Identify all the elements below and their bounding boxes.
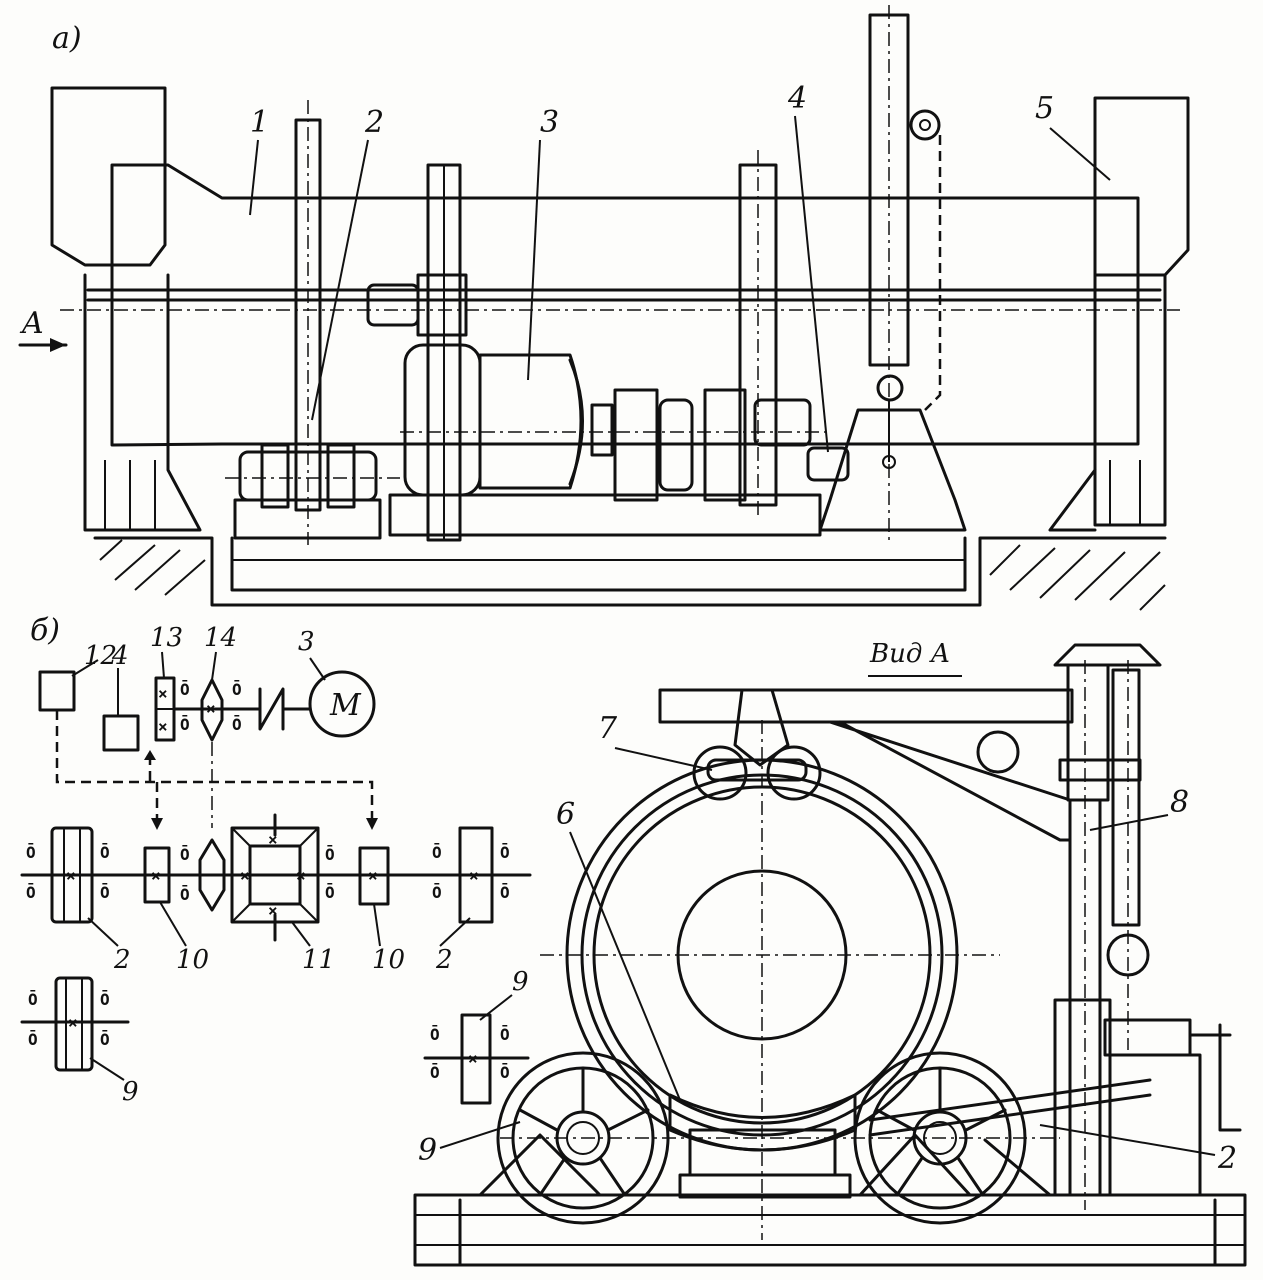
support-roller-left: [50, 826, 94, 924]
svg-text:×: ×: [240, 866, 250, 885]
callout-10-left: 10: [176, 945, 209, 975]
side-view-drawing: a): [18, 5, 1190, 611]
svg-text:Ō: Ō: [26, 882, 36, 902]
callout-7: 7: [598, 711, 618, 746]
callout-9-scheme: 9: [122, 1077, 139, 1107]
svg-text:×: ×: [469, 866, 479, 885]
svg-text:Ō: Ō: [100, 989, 110, 1009]
svg-text:Ō: Ō: [180, 884, 190, 904]
side-view-callouts: 1 2 3 4 5: [249, 81, 1111, 453]
svg-text:Ō: Ō: [325, 844, 335, 864]
drum-end-rings: [540, 720, 1000, 1240]
svg-text:Ō: Ō: [28, 989, 38, 1009]
view-direction-arrow: A: [18, 306, 68, 352]
svg-text:Ō: Ō: [500, 1024, 510, 1044]
section-label-b: б): [30, 613, 60, 648]
drum-body: [60, 163, 1180, 447]
svg-text:Ō: Ō: [430, 1024, 440, 1044]
support-roller-right: [458, 826, 494, 924]
control-block-12: [38, 670, 76, 712]
kinematic-scheme: б) × × Ō Ō × Ō Ō M 12 4 13 14: [20, 613, 532, 1107]
motor-symbol: [308, 670, 376, 738]
callout-9-top: 9: [512, 967, 529, 997]
callout-9-wheel: 9: [418, 1133, 437, 1168]
svg-text:Ō: Ō: [100, 1029, 110, 1049]
svg-text:Ō: Ō: [26, 842, 36, 862]
callout-14: 14: [204, 623, 237, 653]
callout-10-right: 10: [372, 945, 405, 975]
svg-text:Ō: Ō: [180, 679, 190, 699]
svg-text:×: ×: [268, 901, 278, 920]
svg-text:Ō: Ō: [432, 882, 442, 902]
svg-text:Ō: Ō: [100, 882, 110, 902]
callout-2-wheel: 2: [1217, 1141, 1237, 1176]
callout-1: 1: [250, 105, 269, 140]
end-view-drawing: Вид А: [413, 639, 1247, 1267]
coupling: [258, 687, 285, 731]
svg-text:Ō: Ō: [180, 714, 190, 734]
roller-9-symbol: × Ō Ō Ō Ō: [423, 1013, 530, 1105]
differential-11: × × × ×: [230, 813, 320, 942]
svg-text:Ō: Ō: [432, 842, 442, 862]
girth-gear: [366, 163, 468, 542]
svg-text:Ō: Ō: [430, 1062, 440, 1082]
lifting-column-8: [1053, 643, 1242, 1210]
callout-2-right: 2: [435, 945, 453, 975]
discharge-hood: [1048, 96, 1190, 532]
svg-text:×: ×: [68, 1013, 78, 1032]
idler-roller-9: × Ō Ō Ō Ō: [20, 976, 130, 1072]
top-crossbeam: [658, 688, 1074, 724]
callout-3: 3: [540, 105, 559, 140]
callout-13: 13: [150, 623, 183, 653]
arrow-a-label: A: [19, 306, 44, 341]
callout-8: 8: [1170, 785, 1189, 820]
svg-text:Ō: Ō: [500, 842, 510, 862]
lifting-column: [818, 5, 967, 540]
right-tyre-ring: [738, 150, 850, 520]
svg-text:×: ×: [158, 684, 168, 703]
support-roller-assembly: [225, 443, 400, 540]
loading-hopper: [50, 86, 202, 532]
motor-letter: M: [329, 688, 362, 723]
svg-text:×: ×: [66, 866, 76, 885]
callout-11: 11: [302, 945, 335, 975]
callout-2: 2: [364, 105, 384, 140]
callout-5: 5: [1035, 91, 1054, 126]
svg-text:Ō: Ō: [325, 882, 335, 902]
view-a-title: Вид А: [869, 639, 950, 669]
svg-text:Ō: Ō: [500, 1062, 510, 1082]
svg-text:×: ×: [158, 717, 168, 736]
callout-2-left: 2: [113, 945, 131, 975]
svg-text:Ō: Ō: [28, 1029, 38, 1049]
pinion-10-left: [143, 846, 171, 904]
svg-text:Ō: Ō: [180, 844, 190, 864]
foundation: [93, 536, 1167, 611]
callout-4b: 4: [111, 641, 129, 671]
svg-text:×: ×: [468, 1049, 478, 1068]
callout-6: 6: [556, 797, 575, 832]
left-tyre-ring: [294, 100, 322, 545]
bevel-gear-14: [200, 678, 224, 742]
svg-text:×: ×: [296, 866, 306, 885]
svg-text:Ō: Ō: [100, 842, 110, 862]
svg-text:Ō: Ō: [232, 714, 242, 734]
callout-3b: 3: [298, 627, 315, 657]
control-block-4: [102, 714, 140, 752]
svg-text:×: ×: [206, 699, 216, 718]
svg-text:×: ×: [368, 866, 378, 885]
svg-text:Ō: Ō: [500, 882, 510, 902]
callout-4: 4: [787, 81, 807, 116]
svg-text:×: ×: [268, 830, 278, 849]
svg-text:Ō: Ō: [232, 679, 242, 699]
base-frame: [413, 1193, 1247, 1267]
section-label-a: a): [52, 21, 82, 56]
bevel-gear-lower: [198, 838, 226, 912]
svg-text:×: ×: [151, 866, 161, 885]
thrust-roller-right: [766, 745, 822, 801]
